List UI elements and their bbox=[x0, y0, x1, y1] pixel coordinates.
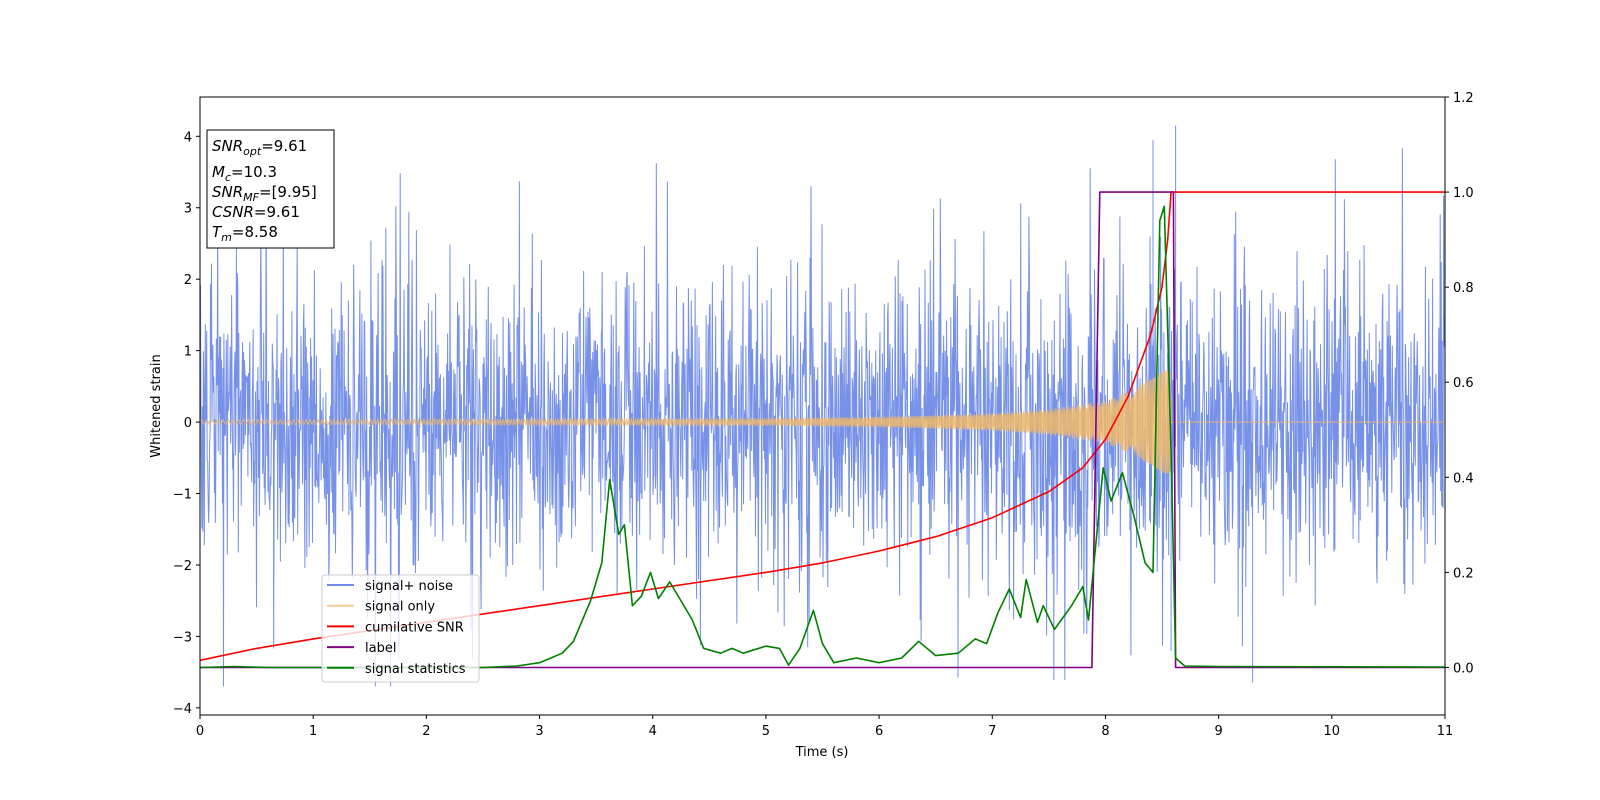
series-line-signal-noise bbox=[200, 125, 1445, 687]
series-line-label bbox=[200, 191, 1445, 669]
annotation-line: Tm=8.58 bbox=[212, 223, 278, 244]
y-tick-label-right: 1.0 bbox=[1453, 186, 1474, 201]
y-tick-label-right: 0.4 bbox=[1453, 471, 1474, 486]
y-tick-label-left: −1 bbox=[173, 488, 192, 503]
x-tick-label: 8 bbox=[1101, 724, 1109, 739]
x-tick-label: 4 bbox=[649, 724, 657, 739]
y-tick-label-left: −3 bbox=[173, 630, 192, 645]
x-tick-label: 0 bbox=[196, 724, 204, 739]
legend-label: signal+ noise bbox=[365, 579, 453, 594]
annotation-line: SNRMF=[9.95] bbox=[212, 183, 317, 204]
legend-label: signal only bbox=[365, 600, 435, 615]
legend-label: label bbox=[365, 641, 396, 656]
x-tick-label: 9 bbox=[1214, 724, 1222, 739]
legend-frame bbox=[321, 574, 480, 683]
y-tick-label-right: 0.6 bbox=[1453, 376, 1474, 391]
y-tick-label-left: 1 bbox=[184, 345, 192, 360]
y-tick-label-left: 2 bbox=[184, 273, 192, 288]
annotation-line: CSNR=9.61 bbox=[212, 203, 300, 221]
series-line-signal-only bbox=[200, 370, 1445, 474]
x-tick-label: 7 bbox=[988, 724, 996, 739]
annotation-frame bbox=[206, 129, 335, 249]
x-axis-label: Time (s) bbox=[795, 745, 849, 760]
x-tick-label: 1 bbox=[309, 724, 317, 739]
y-tick-label-left: 0 bbox=[184, 416, 192, 431]
y-tick-label-left: 3 bbox=[184, 202, 192, 217]
series-line-signal-statistics bbox=[200, 205, 1445, 669]
x-tick-label: 11 bbox=[1437, 724, 1454, 739]
x-tick-label: 2 bbox=[422, 724, 430, 739]
y-tick-label-left: −4 bbox=[173, 702, 192, 717]
annotation-line: SNRopt=9.61 bbox=[212, 137, 307, 158]
legend: signal+ noise signal only cumilative SNR la… bbox=[321, 574, 480, 683]
x-tick-label: 3 bbox=[535, 724, 543, 739]
plot-area bbox=[200, 125, 1445, 687]
legend-label: cumilative SNR bbox=[365, 620, 464, 635]
x-tick-label: 10 bbox=[1324, 724, 1341, 739]
y-tick-label-right: 0.0 bbox=[1453, 661, 1474, 676]
axis-ticks: 0 1 2 3 4 5 6 7 8 9 10 1143210−1−2−3−41.21.00.80.60… bbox=[173, 91, 1474, 739]
y-tick-label-right: 1.2 bbox=[1453, 91, 1474, 106]
y-axis-label-left: Whitened strain bbox=[149, 354, 164, 457]
annotation-line: Mc=10.3 bbox=[212, 163, 277, 184]
y-tick-label-right: 0.2 bbox=[1453, 566, 1474, 581]
x-tick-label: 5 bbox=[762, 724, 770, 739]
y-tick-label-left: 4 bbox=[184, 130, 192, 145]
y-tick-label-left: −2 bbox=[173, 559, 192, 574]
axes-frame bbox=[199, 96, 1446, 716]
y-tick-label-right: 0.8 bbox=[1453, 281, 1474, 296]
x-tick-label: 6 bbox=[875, 724, 883, 739]
legend-label: signal statistics bbox=[365, 662, 466, 677]
